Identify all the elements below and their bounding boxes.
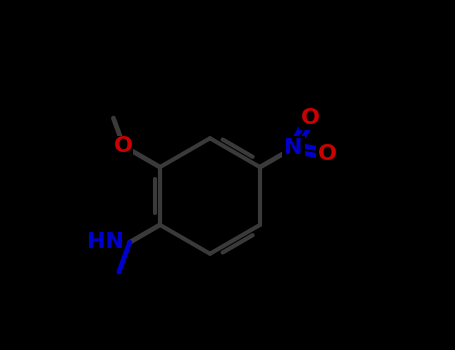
Text: N: N [284, 138, 303, 158]
Text: HN: HN [87, 232, 124, 252]
Text: O: O [318, 144, 337, 164]
Text: O: O [114, 136, 133, 156]
Text: O: O [301, 107, 320, 127]
